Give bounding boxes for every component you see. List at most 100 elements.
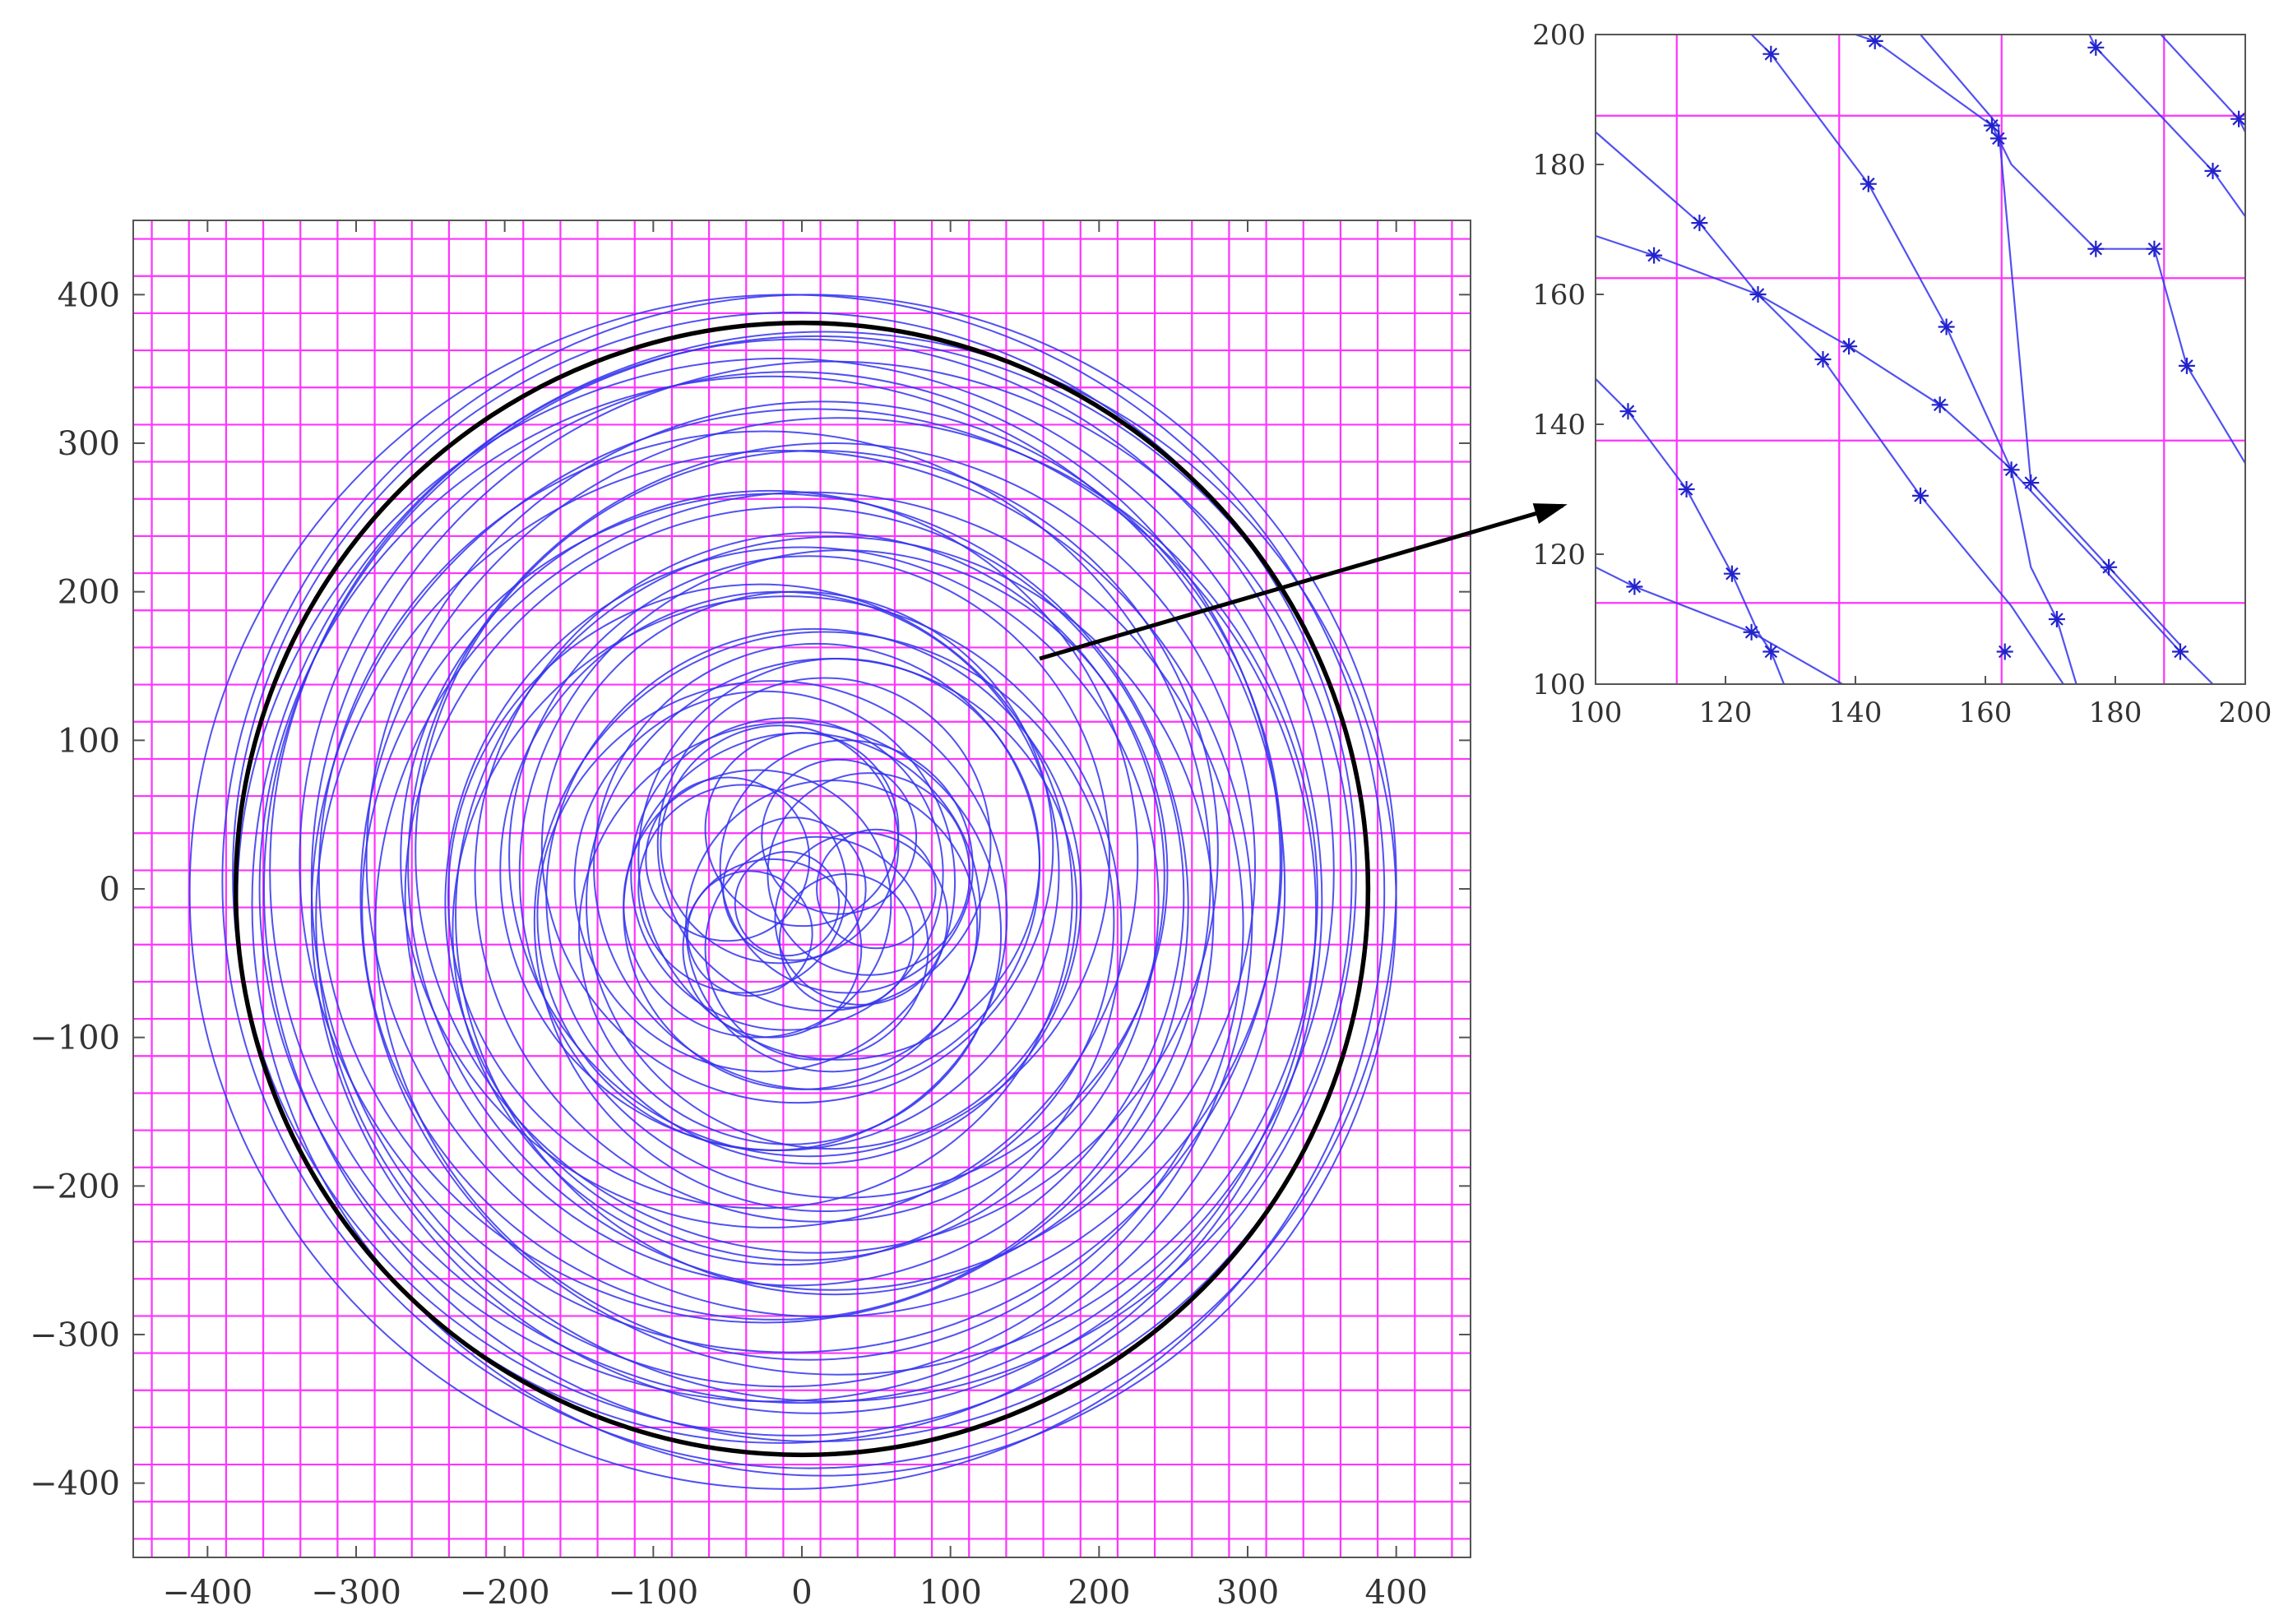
y-tick-label: 400	[58, 276, 120, 314]
inset-axis-ticks: 100 120 140 160 180 200 100 120 140 160 180 200	[1532, 19, 2272, 729]
inset-trajectory-4	[1750, 35, 2078, 684]
inset-trajectory-0	[1596, 566, 1843, 684]
x-tick-label: 400	[1364, 1574, 1427, 1612]
y-tick-label: 300	[58, 425, 120, 463]
inset-marker-7	[1691, 215, 1708, 232]
inset-frame	[1595, 34, 2246, 685]
trajectory-circle-10	[299, 371, 1281, 1353]
trajectory-circle-33	[536, 680, 1008, 1151]
inset-y-tick-label: 180	[1532, 149, 1586, 182]
inset-marker-28	[2230, 110, 2245, 127]
trajectory-circle-44	[660, 724, 900, 965]
trajectory-circle-6	[269, 338, 1335, 1404]
inset-marker-30	[2172, 643, 2189, 660]
inset-marker-21	[1996, 643, 2013, 660]
trajectory-circle-21	[400, 489, 1139, 1228]
inset-marker-12	[1866, 35, 1883, 49]
trajectory-circle-26	[447, 583, 1073, 1210]
trajectory-circle-50	[774, 831, 949, 1006]
y-tick-label: −200	[30, 1168, 120, 1205]
trajectory-circle-46	[637, 784, 848, 994]
inset-marker-9	[1814, 351, 1832, 368]
inset-marker-14	[1983, 117, 2000, 134]
trajectory-circle-17	[361, 493, 1189, 1321]
trajectory-circle-7	[310, 360, 1353, 1403]
main-grid	[133, 220, 1471, 1557]
trajectory-circle-37	[573, 690, 957, 1073]
inset-x-tick-label: 100	[1569, 696, 1623, 729]
x-tick-label: −100	[608, 1574, 698, 1612]
inset-x-tick-label: 140	[1829, 696, 1883, 729]
trajectory-circle-35	[578, 721, 1003, 1145]
trajectory-circle-24	[452, 595, 1123, 1266]
inset-marker-25	[2146, 240, 2163, 257]
main-axis-ticks: −400 −300 −200 −100 0 100 200 300 400 −400 −300 −20…	[30, 220, 1471, 1612]
trajectory-circle-53	[722, 817, 867, 961]
inset-marker-3	[1619, 403, 1637, 420]
trajectory-circle-52	[761, 758, 918, 915]
trajectory-circle-9	[310, 408, 1318, 1414]
y-tick-label: −400	[30, 1465, 120, 1503]
trajectory-circle-3	[232, 312, 1357, 1437]
trajectory-circle-18	[415, 450, 1219, 1254]
y-tick-label: 100	[58, 722, 120, 760]
trajectory-circle-31	[540, 590, 1054, 1104]
inset-markers	[1619, 35, 2245, 660]
inset-y-tick-label: 200	[1532, 19, 1586, 52]
trajectory-circle-36	[637, 657, 1041, 1061]
trajectory-circle-2	[251, 331, 1397, 1477]
inset-marker-5	[1723, 565, 1740, 582]
inset-y-tick-label: 160	[1532, 279, 1586, 312]
inset-grid	[1596, 35, 2245, 684]
y-tick-label: −300	[30, 1316, 120, 1354]
inset-marker-17	[1931, 396, 1948, 414]
trajectory-circle-20	[455, 535, 1215, 1296]
inset-marker-19	[2003, 461, 2020, 479]
zoom-arrow-head	[1532, 503, 1568, 524]
inset-marker-27	[2204, 162, 2221, 179]
y-tick-label: 200	[58, 574, 120, 612]
trajectory-circle-56	[816, 828, 937, 950]
inset-y-tick-label: 120	[1532, 539, 1586, 571]
trajectory-circle-51	[645, 776, 811, 942]
trajectory-circle-49	[682, 858, 863, 1039]
trajectory-circle-42	[623, 769, 892, 1039]
x-tick-label: 300	[1216, 1574, 1279, 1612]
main-chart: −400 −300 −200 −100 0 100 200 300 400 −400 −300 −20…	[30, 220, 1471, 1612]
trajectory-circle-48	[704, 732, 900, 928]
zoom-arrow-shaft	[1039, 503, 1563, 661]
inset-marker-23	[2087, 240, 2105, 257]
inset-trajectory-5	[1855, 35, 2245, 464]
inset-marker-10	[1841, 338, 1858, 355]
inset-x-tick-label: 200	[2219, 696, 2272, 729]
x-tick-label: 100	[919, 1574, 981, 1612]
inset-marker-24	[2087, 39, 2105, 56]
inset-marker-6	[1646, 247, 1663, 264]
trajectory-circle-8	[258, 375, 1286, 1403]
inset-marker-29	[2101, 558, 2118, 576]
inset-marker-4	[1678, 481, 1695, 497]
reference-circle	[233, 320, 1371, 1458]
x-tick-label: −300	[311, 1574, 401, 1612]
inset-marker-0	[1626, 578, 1643, 595]
main-circles	[188, 294, 1397, 1490]
inset-marker-26	[2178, 357, 2195, 374]
trajectory-circle-11	[359, 417, 1318, 1376]
trajectory-circle-57	[734, 850, 841, 957]
inset-trajectory-7	[2088, 35, 2245, 217]
trajectory-circle-43	[719, 739, 974, 994]
inset-marker-8	[1749, 286, 1767, 303]
inset-marker-16	[1938, 318, 1955, 335]
inset-marker-13	[1860, 175, 1877, 192]
trajectory-circle-23	[474, 531, 1165, 1223]
trajectory-circle-45	[704, 835, 929, 1061]
trajectory-circle-25	[518, 549, 1169, 1199]
inset-marker-20	[2022, 474, 2040, 492]
inset-marker-22	[2048, 611, 2065, 627]
reference-circle-path	[233, 320, 1371, 1458]
zoom-arrow	[1039, 503, 1568, 661]
x-tick-label: −200	[460, 1574, 550, 1612]
x-tick-label: 0	[791, 1574, 812, 1612]
inset-chart: 100 120 140 160 180 200 100 120 140 160 180 200	[1532, 19, 2272, 729]
